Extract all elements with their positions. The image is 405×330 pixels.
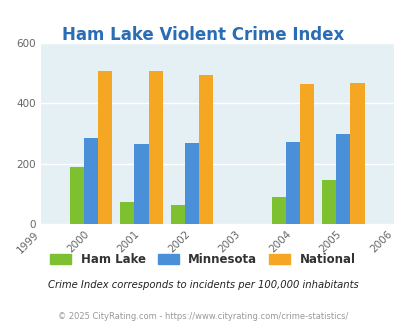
Legend: Ham Lake, Minnesota, National: Ham Lake, Minnesota, National (45, 248, 360, 271)
Bar (134, 144, 148, 224)
Bar (335, 134, 350, 224)
Bar (271, 197, 285, 224)
Text: Crime Index corresponds to incidents per 100,000 inhabitants: Crime Index corresponds to incidents per… (47, 280, 358, 290)
Bar (184, 143, 198, 224)
Bar (148, 71, 162, 224)
Text: Ham Lake Violent Crime Index: Ham Lake Violent Crime Index (62, 26, 343, 45)
Bar (70, 167, 84, 224)
Bar (98, 71, 112, 224)
Bar (171, 205, 184, 224)
Bar (322, 180, 335, 224)
Bar (299, 84, 313, 224)
Bar (350, 82, 364, 224)
Bar (120, 202, 134, 224)
Bar (198, 75, 213, 224)
Bar (84, 138, 98, 224)
Text: © 2025 CityRating.com - https://www.cityrating.com/crime-statistics/: © 2025 CityRating.com - https://www.city… (58, 312, 347, 321)
Bar (285, 142, 299, 224)
